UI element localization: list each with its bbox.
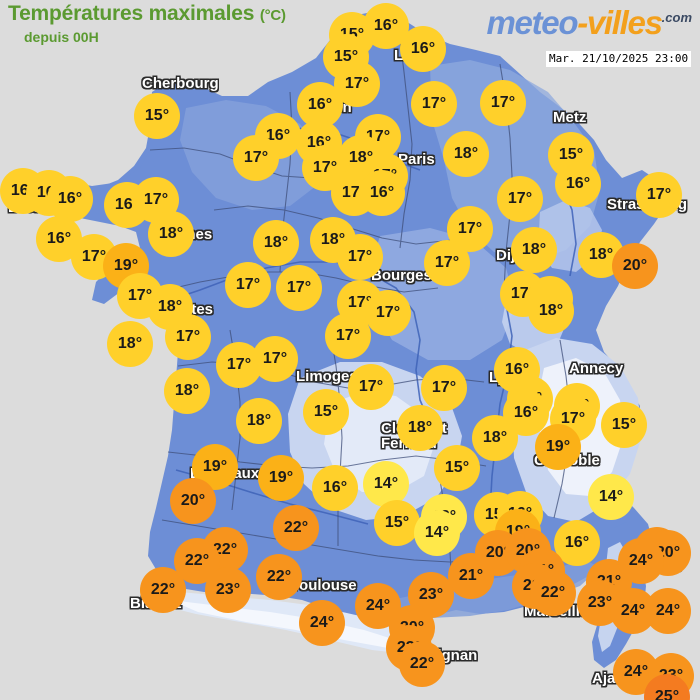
temperature-bubble[interactable]: 19° (535, 424, 581, 470)
temperature-bubble[interactable]: 17° (365, 290, 411, 336)
temperature-bubble[interactable]: 18° (511, 227, 557, 273)
temperature-bubble[interactable]: 18° (528, 288, 574, 334)
temperature-bubble[interactable]: 22° (174, 538, 220, 584)
logo-meteo: meteo (486, 4, 578, 41)
temperature-bubble[interactable]: 24° (645, 588, 691, 634)
temperature-bubble[interactable]: 16° (400, 26, 446, 72)
temperature-bubble[interactable]: 16° (359, 170, 405, 216)
city-label-bourges: Bourges (371, 267, 432, 284)
temperature-bubble[interactable]: 18° (236, 398, 282, 444)
temperature-bubble[interactable]: 19° (258, 455, 304, 501)
temperature-bubble[interactable]: 22° (256, 554, 302, 600)
temperature-bubble[interactable]: 24° (618, 538, 664, 584)
city-label-toulouse: Toulouse (291, 577, 357, 594)
temperature-bubble[interactable]: 17° (421, 365, 467, 411)
temperature-bubble[interactable]: 17° (276, 265, 322, 311)
temperature-bubble[interactable]: 18° (443, 131, 489, 177)
temperature-bubble[interactable]: 18° (107, 321, 153, 367)
site-logo[interactable]: meteo-villes.com (486, 4, 692, 42)
temperature-bubble[interactable]: 17° (411, 81, 457, 127)
temperature-bubble[interactable]: 18° (148, 211, 194, 257)
temperature-bubble[interactable]: 14° (588, 474, 634, 520)
city-label-metz: Metz (553, 109, 587, 126)
city-label-cherbourg: Cherbourg (142, 75, 219, 92)
temperature-bubble[interactable]: 18° (310, 217, 356, 263)
temperature-bubble[interactable]: 23° (205, 567, 251, 613)
temperature-bubble[interactable]: 17° (252, 336, 298, 382)
border-v1 (399, 39, 413, 249)
temperature-bubble[interactable]: 16° (312, 465, 358, 511)
page-title: Températures maximales (°C) (8, 2, 286, 26)
temperature-bubble[interactable]: 15° (374, 500, 420, 546)
temperature-bubble[interactable]: 14° (363, 461, 409, 507)
temperature-bubble[interactable]: 16° (555, 161, 601, 207)
temperature-bubble[interactable]: 17° (480, 80, 526, 126)
title-text: Températures maximales (8, 2, 255, 25)
temperature-bubble[interactable]: 22° (140, 567, 186, 613)
temperature-bubble[interactable]: 15° (601, 402, 647, 448)
temperature-bubble[interactable]: 17° (225, 262, 271, 308)
temperature-bubble[interactable]: 15° (134, 93, 180, 139)
logo-dotcom: .com (661, 10, 692, 25)
temperature-bubble[interactable]: 20° (170, 478, 216, 524)
temperature-bubble[interactable]: 15° (434, 445, 480, 491)
temperature-bubble[interactable]: 24° (299, 600, 345, 646)
temperature-bubble[interactable]: 18° (472, 415, 518, 461)
city-label-annecy: Annecy (569, 360, 624, 377)
temperature-bubble[interactable]: 18° (253, 220, 299, 266)
city-label-limoges: Limoges (296, 368, 358, 385)
temperature-bubble[interactable]: 14° (414, 510, 460, 556)
land-light-center (370, 228, 516, 360)
timestamp-box: Mar. 21/10/2025 23:00 (546, 51, 692, 67)
temperature-bubble[interactable]: 17° (348, 364, 394, 410)
temperature-bubble[interactable]: 18° (397, 405, 443, 451)
temperature-bubble[interactable]: 16° (47, 176, 93, 222)
temperature-bubble[interactable]: 17° (424, 240, 470, 286)
temperature-bubble[interactable]: 17° (165, 314, 211, 360)
temperature-bubble[interactable]: 22° (273, 505, 319, 551)
logo-villes: -villes (577, 4, 663, 41)
temperature-bubble[interactable]: 22° (399, 641, 445, 687)
temperature-bubble[interactable]: 17° (71, 234, 117, 280)
city-label-paris: Paris (398, 151, 435, 168)
temperature-bubble[interactable]: 15° (303, 389, 349, 435)
temperature-bubble[interactable]: 22° (530, 570, 576, 616)
temperature-bubble[interactable]: 17° (233, 135, 279, 181)
temperature-bubble[interactable]: 21° (448, 553, 494, 599)
temperature-bubble[interactable]: 18° (164, 368, 210, 414)
temperature-bubble[interactable]: 17° (636, 172, 682, 218)
temperature-bubble[interactable]: 17° (337, 234, 383, 280)
page-subtitle: depuis 00H (24, 29, 99, 45)
temperature-bubble[interactable]: 17° (325, 313, 371, 359)
temperature-bubble[interactable]: 17° (497, 176, 543, 222)
temperature-bubble[interactable]: 20° (612, 243, 658, 289)
title-unit: (°C) (259, 7, 286, 24)
